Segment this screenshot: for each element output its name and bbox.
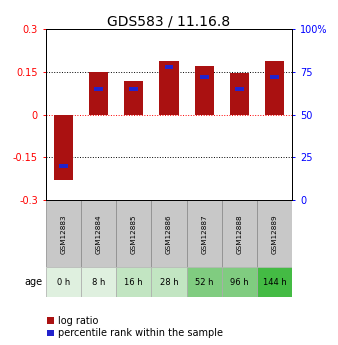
Bar	[257, 200, 292, 267]
Text: 144 h: 144 h	[263, 277, 287, 287]
Text: GSM12887: GSM12887	[201, 214, 207, 254]
Text: 0 h: 0 h	[57, 277, 70, 287]
Text: GSM12885: GSM12885	[131, 214, 137, 254]
Text: GSM12888: GSM12888	[237, 214, 242, 254]
Legend: log ratio, percentile rank within the sample: log ratio, percentile rank within the sa…	[47, 316, 223, 338]
Bar	[235, 87, 244, 91]
Bar	[230, 73, 249, 115]
Text: age: age	[24, 277, 42, 287]
Bar	[159, 61, 179, 115]
Bar	[94, 87, 103, 91]
Bar	[59, 164, 68, 168]
Bar	[200, 75, 209, 79]
Bar	[222, 200, 257, 267]
Bar	[46, 200, 81, 267]
Text: 16 h: 16 h	[124, 277, 143, 287]
Bar	[151, 267, 187, 297]
Text: GSM12884: GSM12884	[96, 214, 101, 254]
Bar	[81, 200, 116, 267]
Text: 52 h: 52 h	[195, 277, 214, 287]
Bar	[116, 267, 151, 297]
Title: GDS583 / 11.16.8: GDS583 / 11.16.8	[107, 14, 231, 28]
Bar	[46, 267, 81, 297]
Bar	[265, 61, 285, 115]
Bar	[151, 200, 187, 267]
Bar	[53, 115, 73, 180]
Text: GSM12886: GSM12886	[166, 214, 172, 254]
Bar	[187, 267, 222, 297]
Bar	[222, 267, 257, 297]
Bar	[116, 200, 151, 267]
Bar	[257, 267, 292, 297]
Text: GSM12889: GSM12889	[272, 214, 278, 254]
Text: GSM12883: GSM12883	[60, 214, 66, 254]
Bar	[129, 87, 138, 91]
Bar	[165, 65, 173, 69]
Bar	[270, 75, 279, 79]
Bar	[195, 66, 214, 115]
Bar	[124, 81, 143, 115]
Bar	[187, 200, 222, 267]
Text: 28 h: 28 h	[160, 277, 178, 287]
Bar	[89, 72, 108, 115]
Bar	[81, 267, 116, 297]
Text: 96 h: 96 h	[230, 277, 249, 287]
Text: 8 h: 8 h	[92, 277, 105, 287]
